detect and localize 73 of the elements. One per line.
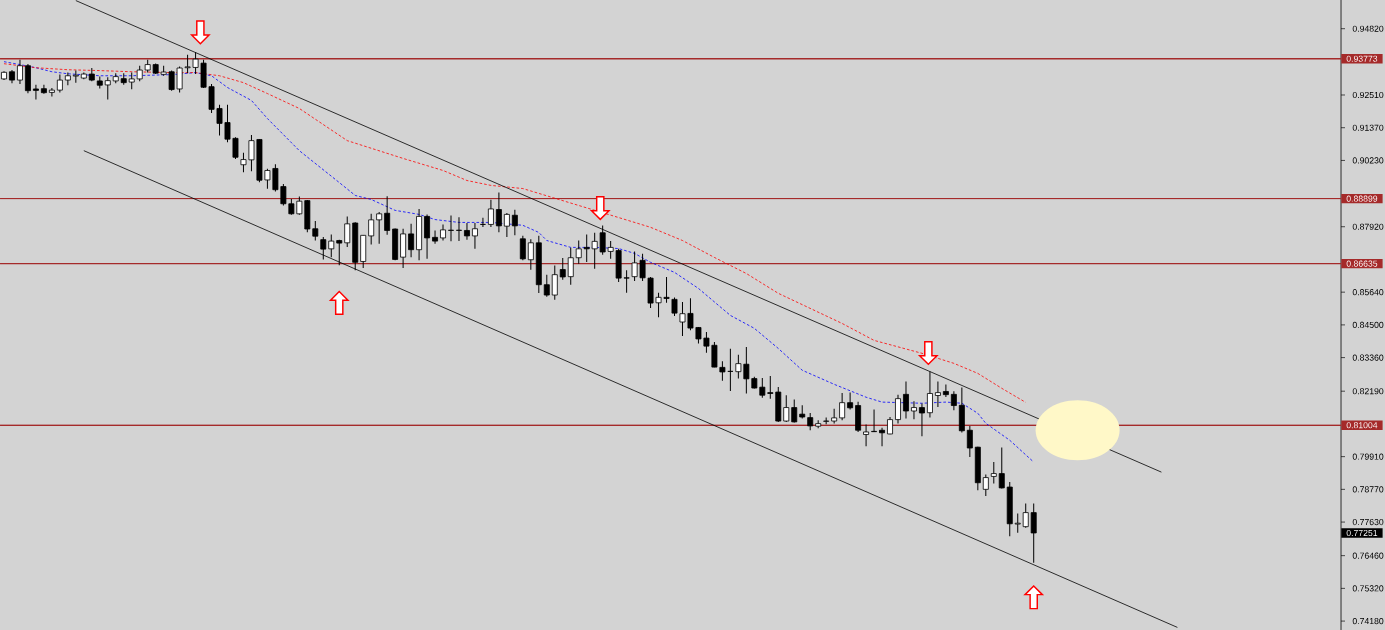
y-tick-label: 0.77630	[1352, 519, 1384, 526]
y-tick-label: 0.76460	[1352, 552, 1384, 559]
candlestick	[998, 446, 1005, 489]
candlestick	[903, 380, 909, 419]
candlestick	[384, 195, 391, 236]
candlestick	[950, 390, 957, 411]
candlestick	[567, 247, 574, 286]
candlestick	[918, 403, 925, 437]
candlestick	[17, 59, 23, 85]
candlestick	[911, 400, 917, 420]
candlestick	[863, 423, 870, 447]
candlestick	[926, 370, 933, 419]
candlestick	[1014, 512, 1021, 534]
candlestick	[424, 213, 431, 260]
candlestick	[942, 384, 949, 398]
y-tick-label: 0.75320	[1352, 585, 1384, 592]
candlestick	[328, 233, 335, 258]
candlestick	[495, 192, 502, 233]
candlestick	[791, 399, 798, 423]
candlestick	[320, 236, 327, 260]
y-tick-label: 0.84500	[1352, 321, 1384, 328]
candlestick	[376, 211, 383, 245]
y-tick-label: 0.90230	[1352, 157, 1384, 164]
candlestick	[432, 229, 438, 245]
candlestick	[400, 228, 407, 269]
candlestick	[408, 223, 415, 258]
candlestick	[783, 394, 790, 423]
candlestick	[543, 274, 550, 298]
y-tick-label: 0.94820	[1352, 25, 1384, 32]
y-tick-label: 0.91370	[1352, 124, 1384, 131]
candlestick	[32, 84, 39, 101]
candlestick	[847, 392, 854, 411]
candlestick	[839, 392, 846, 421]
candlestick	[48, 87, 55, 97]
candlestick	[104, 76, 111, 101]
candlestick	[990, 461, 997, 485]
candlestick	[519, 235, 526, 261]
ref-line-label: 0.81004	[1346, 422, 1378, 429]
line-series	[3, 61, 1035, 463]
candlestick	[344, 215, 351, 248]
candlestick	[464, 222, 470, 241]
candlestick	[879, 427, 885, 447]
candlestick	[559, 257, 566, 281]
candlestick	[471, 222, 478, 250]
ref-line-label: 0.88899	[1346, 195, 1378, 202]
candlestick	[831, 408, 838, 425]
candlestick	[511, 209, 518, 236]
y-tick-label: 0.83360	[1352, 354, 1384, 361]
y-tick-label: 0.79910	[1352, 453, 1384, 460]
y-tick-label: 0.74180	[1352, 618, 1384, 625]
ref-line-label: 0.86635	[1346, 260, 1378, 267]
candlestick	[456, 216, 462, 242]
y-tick-label: 0.92510	[1352, 91, 1384, 99]
candlestick	[368, 213, 375, 246]
y-tick-label: 0.82190	[1352, 388, 1384, 395]
candlestick	[871, 409, 878, 433]
candlestick	[982, 473, 989, 497]
text: 0.77251	[1346, 529, 1378, 537]
y-tick-label: 0.87920	[1352, 223, 1384, 230]
y-tick-label: 0.78770	[1352, 486, 1384, 493]
candlestick	[64, 72, 71, 86]
candlestick	[934, 380, 941, 408]
ref-line-label: 0.93773	[1346, 55, 1378, 62]
candlestick	[527, 238, 534, 271]
candlestick	[487, 199, 494, 228]
candlestick	[895, 394, 901, 425]
y-tick-label: 0.85640	[1352, 289, 1384, 296]
line-series	[3, 63, 1027, 403]
candlestick	[966, 425, 973, 458]
candlestick	[336, 239, 343, 266]
candlestick	[551, 264, 558, 301]
candlestick	[448, 215, 454, 242]
candlestick	[503, 212, 510, 238]
